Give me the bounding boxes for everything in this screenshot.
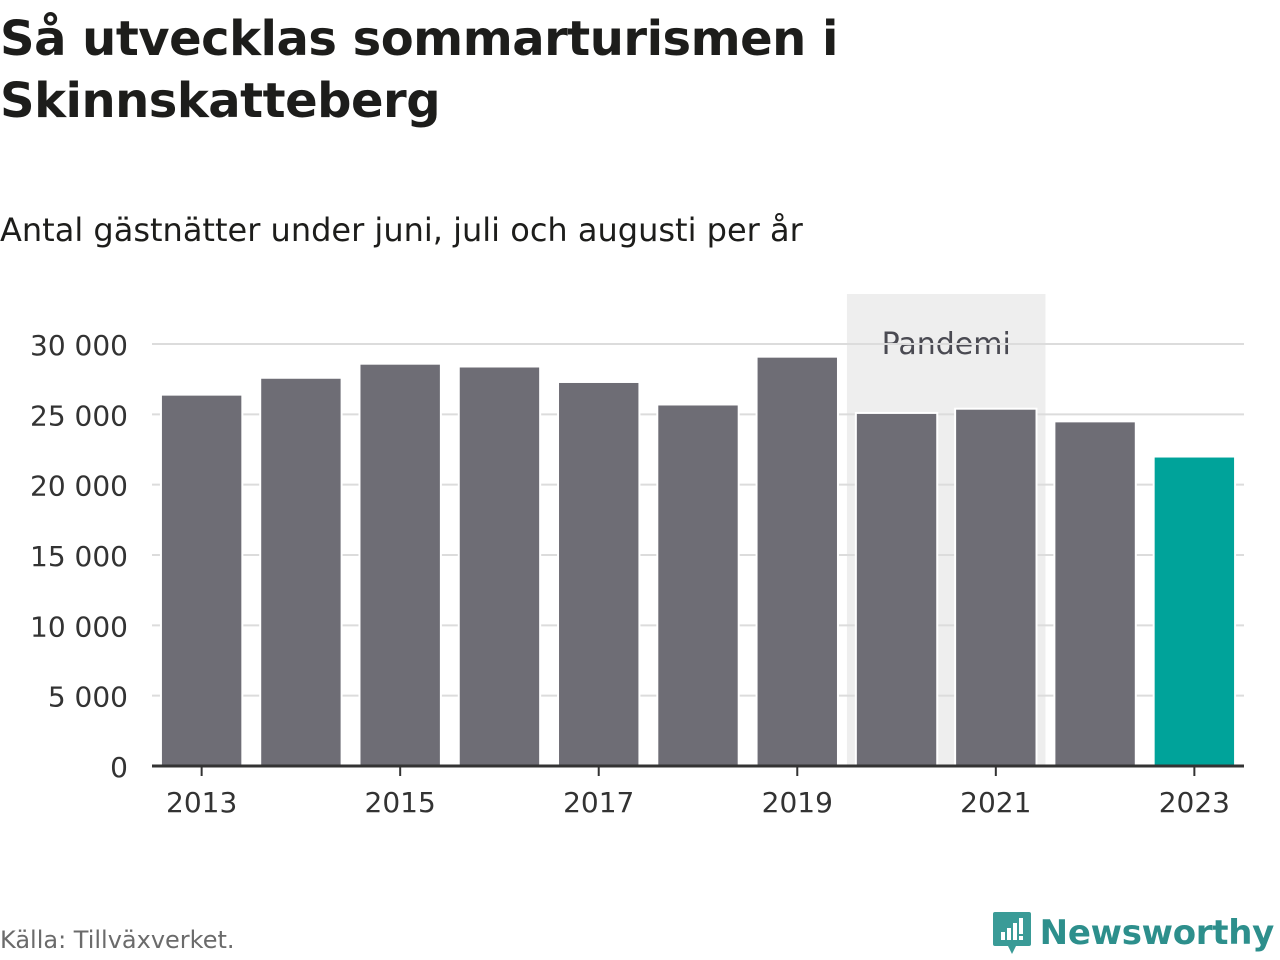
bar (656, 403, 740, 767)
bar (159, 393, 244, 767)
x-tick-label: 2017 (563, 786, 634, 819)
axes (152, 764, 1244, 776)
x-tick-label: 2015 (365, 786, 436, 819)
bars (159, 355, 1237, 768)
x-tick-label: 2019 (762, 786, 833, 819)
brand-logo[interactable]: Newsworthy (992, 908, 1274, 958)
y-tick-label: 10 000 (30, 610, 128, 643)
bar-highlight (1152, 455, 1237, 768)
newsworthy-logo-icon (992, 912, 1031, 954)
y-tick-label: 5 000 (48, 681, 128, 714)
bar (854, 411, 939, 767)
x-tick-label: 2021 (960, 786, 1031, 819)
tick-labels: 0 5 000 10 000 15 000 20 000 25 000 30 000 2013… (30, 329, 1230, 819)
brand-name: Newsworthy (1039, 913, 1275, 953)
y-tick-label: 15 000 (30, 540, 128, 573)
x-tick-label: 2023 (1159, 786, 1230, 819)
bar (954, 407, 1038, 767)
bar (259, 376, 343, 767)
bar (755, 355, 839, 767)
bar (1053, 420, 1137, 767)
y-tick-label: 30 000 (30, 329, 128, 362)
bar (358, 362, 442, 768)
y-tick-label: 20 000 (30, 470, 128, 503)
x-tick-label: 2013 (166, 786, 237, 819)
chart-subtitle: Antal gästnätter under juni, juli och au… (0, 211, 803, 249)
y-tick-label: 25 000 (30, 399, 128, 432)
y-tick-label: 0 (110, 751, 128, 784)
source-note: Källa: Tillväxverket. (0, 926, 235, 954)
bar (457, 365, 542, 768)
chart-title: Så utvecklas sommarturismen i Skinnskatt… (0, 11, 839, 129)
bar (557, 380, 641, 767)
